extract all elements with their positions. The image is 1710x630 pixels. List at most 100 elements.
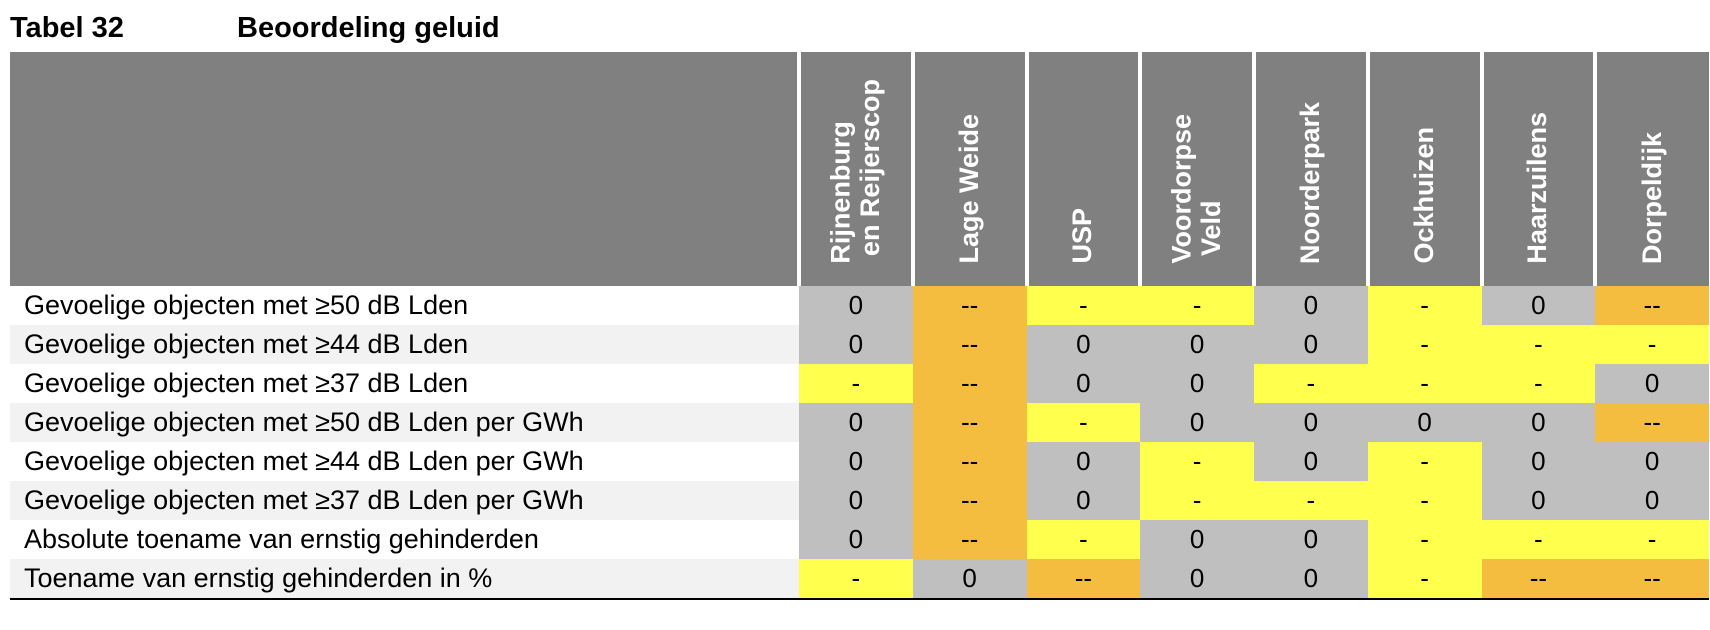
table-caption: Tabel 32 Beoordeling geluid: [10, 8, 500, 48]
header-row: Rijnenburg en Reijerscop Lage Weide USP …: [10, 52, 1709, 286]
score-cell: 0: [1140, 403, 1254, 442]
table-row: Gevoelige objecten met ≥44 dB Lden per G…: [10, 442, 1709, 481]
score-cell: -: [1367, 286, 1482, 325]
score-cell: -: [1481, 364, 1596, 403]
row-label: Gevoelige objecten met ≥50 dB Lden: [10, 286, 799, 325]
table-body: Gevoelige objecten met ≥50 dB Lden 0 -- - -0…: [10, 286, 1709, 600]
score-cell: --: [912, 403, 1027, 442]
column-header-label: Noorderpark: [1295, 101, 1326, 264]
score-cell: -: [1254, 364, 1368, 403]
column-header-label: USP: [1067, 208, 1098, 264]
score-cell: 0: [1481, 403, 1596, 442]
score-cell: -: [1367, 325, 1482, 364]
table-number: Tabel 32: [10, 11, 124, 44]
score-cell: -: [1367, 364, 1482, 403]
row-label: Absolute toename van ernstig gehinderden: [10, 520, 799, 559]
score-cell: -: [1367, 481, 1482, 520]
row-label: Gevoelige objecten met ≥37 dB Lden: [10, 364, 799, 403]
score-cell: 0: [1367, 403, 1482, 442]
assessment-table: Rijnenburg en Reijerscop Lage Weide USP …: [10, 52, 1709, 600]
score-cell: 0: [1140, 559, 1254, 600]
score-cell: 0: [1254, 520, 1368, 559]
score-cell: --: [1481, 559, 1596, 600]
score-cell: -: [1481, 325, 1596, 364]
table-title: Beoordeling geluid: [237, 11, 500, 44]
score-cell: -: [1254, 481, 1368, 520]
score-cell: 0: [1026, 325, 1141, 364]
score-cell: 0: [1481, 481, 1596, 520]
score-cell: 0: [912, 559, 1027, 600]
score-cell: --: [912, 442, 1027, 481]
score-cell: -: [1367, 559, 1482, 600]
score-cell: --: [912, 325, 1027, 364]
score-cell: 0: [1140, 364, 1254, 403]
score-cell: 0: [1481, 442, 1596, 481]
column-header: USP: [1024, 52, 1141, 286]
row-label: Gevoelige objecten met ≥50 dB Lden per G…: [10, 403, 799, 442]
column-header-label: Voordorpse Veld: [1166, 114, 1227, 264]
table-row: Gevoelige objecten met ≥37 dB Lden - -- 0 0-…: [10, 364, 1709, 403]
table-row: Gevoelige objecten met ≥44 dB Lden 0 -- 0 0 0…: [10, 325, 1709, 364]
column-header-label: Haarzuilens: [1522, 112, 1553, 264]
column-header: Dorpeldijk: [1593, 52, 1709, 286]
score-cell: 0: [799, 403, 913, 442]
score-cell: -: [799, 364, 913, 403]
column-header: Lage Weide: [910, 52, 1027, 286]
column-header: Haarzuilens: [1479, 52, 1596, 286]
score-cell: 0: [1026, 442, 1141, 481]
column-header-label: Ockhuizen: [1408, 127, 1439, 264]
score-cell: -: [1595, 520, 1709, 559]
score-cell: 0: [799, 481, 913, 520]
header-corner: [10, 52, 799, 286]
score-cell: --: [1026, 559, 1141, 600]
column-header: Ockhuizen: [1365, 52, 1482, 286]
score-cell: -: [1367, 520, 1482, 559]
row-label: Gevoelige objecten met ≥37 dB Lden per G…: [10, 481, 799, 520]
table-row: Absolute toename van ernstig gehinderden…: [10, 520, 1709, 559]
score-cell: 0: [1595, 481, 1709, 520]
score-cell: 0: [1595, 442, 1709, 481]
score-cell: -: [1026, 520, 1141, 559]
score-cell: --: [1595, 559, 1709, 600]
column-header-label: Dorpeldijk: [1637, 131, 1668, 264]
score-cell: 0: [1026, 364, 1141, 403]
column-header: Rijnenburg en Reijerscop: [797, 52, 913, 286]
row-label: Gevoelige objecten met ≥44 dB Lden per G…: [10, 442, 799, 481]
score-cell: -: [1367, 442, 1482, 481]
score-cell: -: [1140, 286, 1254, 325]
score-cell: --: [912, 481, 1027, 520]
score-cell: 0: [1026, 481, 1141, 520]
score-cell: -: [1140, 442, 1254, 481]
score-cell: 0: [799, 520, 913, 559]
row-label: Gevoelige objecten met ≥44 dB Lden: [10, 325, 799, 364]
score-cell: 0: [1254, 325, 1368, 364]
score-cell: --: [912, 520, 1027, 559]
table-row: Gevoelige objecten met ≥50 dB Lden per G…: [10, 403, 1709, 442]
score-cell: 0: [799, 325, 913, 364]
column-header: Noorderpark: [1252, 52, 1368, 286]
score-cell: 0: [1595, 364, 1709, 403]
score-cell: --: [912, 364, 1027, 403]
score-cell: 0: [1254, 286, 1368, 325]
score-cell: 0: [1254, 403, 1368, 442]
score-cell: 0: [1254, 559, 1368, 600]
score-cell: 0: [1254, 442, 1368, 481]
table-row: Gevoelige objecten met ≥50 dB Lden 0 -- - -0…: [10, 286, 1709, 325]
row-label: Toename van ernstig gehinderden in %: [10, 559, 799, 600]
score-cell: -: [1026, 286, 1141, 325]
score-cell: 0: [1481, 286, 1596, 325]
score-cell: -: [1481, 520, 1596, 559]
score-cell: -: [799, 559, 913, 600]
score-cell: -: [1026, 403, 1141, 442]
score-cell: 0: [799, 286, 913, 325]
score-cell: --: [1595, 403, 1709, 442]
score-cell: -: [1140, 481, 1254, 520]
score-cell: 0: [799, 442, 913, 481]
column-header-label: Rijnenburg en Reijerscop: [825, 79, 885, 264]
score-cell: -: [1595, 325, 1709, 364]
column-header-label: Lage Weide: [953, 114, 984, 264]
score-cell: --: [912, 286, 1027, 325]
table-row: Gevoelige objecten met ≥37 dB Lden per G…: [10, 481, 1709, 520]
score-cell: 0: [1140, 325, 1254, 364]
score-cell: 0: [1140, 520, 1254, 559]
